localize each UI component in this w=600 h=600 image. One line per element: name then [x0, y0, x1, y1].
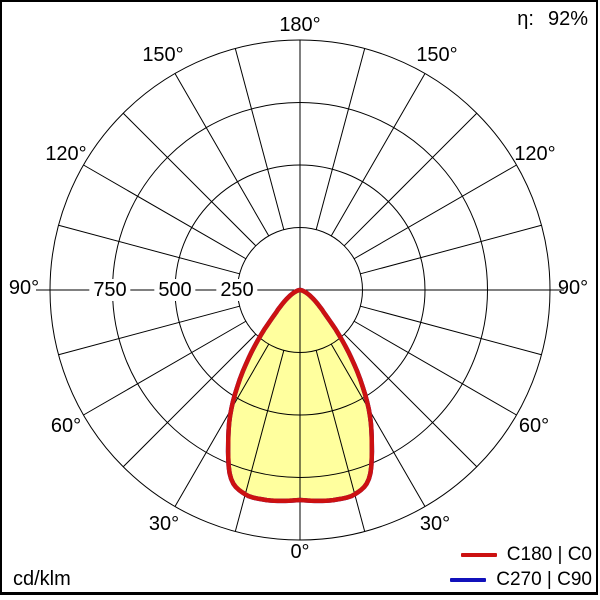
angle-label-90-right: 90° — [557, 277, 589, 299]
angle-label-0: 0° — [290, 541, 310, 563]
curve-c180-c0 — [225, 287, 375, 504]
legend-item-c180-c0: C180 | C0 — [460, 544, 592, 565]
efficiency-readout: η: 92% — [517, 9, 588, 29]
angle-label-60-right: 60° — [518, 415, 550, 437]
angle-label-60-left: 60° — [50, 415, 82, 437]
radial-label-500: 500 — [154, 279, 196, 301]
angle-label-150-left: 150° — [142, 44, 184, 66]
angle-label-90-left: 90° — [8, 277, 40, 299]
radial-label-750: 750 — [89, 279, 131, 301]
efficiency-label: η: — [517, 8, 534, 30]
legend: C180 | C0 C270 | C90 — [450, 545, 592, 589]
radial-label-250: 250 — [216, 279, 258, 301]
angle-label-30-right: 30° — [419, 513, 451, 535]
units-label: cd/klm — [13, 568, 71, 590]
angle-label-120-right: 120° — [514, 143, 556, 165]
legend-label: C180 | C0 — [506, 544, 592, 565]
legend-line-blue-icon — [450, 577, 487, 582]
legend-label: C270 | C90 — [496, 569, 592, 590]
angle-label-30-left: 30° — [148, 513, 180, 535]
angle-label-150-right: 150° — [416, 44, 458, 66]
angle-label-180: 180° — [279, 14, 321, 36]
angle-label-120-left: 120° — [45, 143, 87, 165]
legend-line-red-icon — [460, 552, 497, 557]
efficiency-value: 92% — [547, 8, 588, 30]
polar-grid — [36, 39, 564, 541]
legend-item-c270-c90: C270 | C90 — [450, 570, 592, 589]
